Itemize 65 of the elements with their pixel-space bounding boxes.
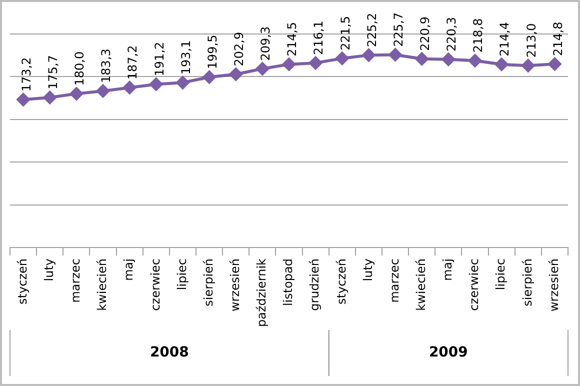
data-label: 216,1: [312, 20, 326, 55]
point: [442, 52, 455, 66]
data-label: 183,3: [99, 48, 114, 83]
point: [309, 56, 322, 70]
data-label: 218,8: [471, 18, 486, 53]
data-label: 214,5: [285, 22, 300, 56]
point: [282, 58, 296, 71]
data-label: 214,8: [550, 22, 565, 56]
x-tick-label: sierpień: [201, 258, 216, 306]
x-tick-label: lipiec: [174, 258, 189, 290]
x-tick-label: czerwiec: [148, 258, 162, 311]
point: [548, 58, 562, 71]
x-tick-label: listopad: [281, 258, 296, 306]
data-label: 180,0: [72, 51, 87, 86]
x-tick-label: luty: [360, 258, 375, 282]
x-tick-label: kwiecień: [95, 258, 110, 311]
point: [362, 48, 376, 62]
data-label: 202,9: [232, 32, 246, 66]
x-tick-label: wrzesień: [546, 258, 561, 312]
point: [256, 62, 269, 76]
x-tick-label: wrzesień: [228, 258, 242, 312]
point: [70, 87, 83, 100]
text: 2008: [150, 344, 189, 361]
point: [522, 59, 535, 72]
point: [468, 54, 482, 68]
x-tick-label: luty: [42, 258, 56, 282]
x-tick-label: czerwiec: [467, 258, 482, 311]
data-label: 220,9: [418, 16, 432, 51]
point: [202, 70, 216, 84]
point: [123, 81, 136, 94]
data-label: 221,5: [338, 16, 352, 50]
data-label: 220,3: [444, 17, 459, 52]
point: [229, 68, 242, 81]
point: [176, 76, 190, 90]
x-tick-label: lipiec: [494, 258, 508, 290]
x-tick-label: marzec: [387, 258, 402, 303]
x-tick-label: styczeń: [334, 258, 348, 304]
x-tick-label: maj: [440, 258, 455, 281]
x-tick-label: styczeń: [15, 258, 30, 304]
x-tick-label: maj: [122, 258, 136, 281]
point: [415, 52, 428, 66]
data-label: 209,3: [258, 26, 273, 61]
point: [96, 84, 110, 98]
data-label: 175,7: [46, 55, 60, 90]
point: [16, 93, 30, 106]
x-tick-label: grudzień: [308, 258, 322, 311]
point: [43, 90, 56, 104]
data-label: 225,2: [364, 12, 379, 48]
point: [150, 78, 163, 91]
data-label: 225,7: [391, 12, 406, 47]
data-label: 193,1: [178, 40, 193, 75]
data-label: 187,2: [126, 45, 140, 80]
data-label: 199,5: [205, 34, 220, 70]
x-tick-label: kwiecień: [414, 258, 428, 311]
x-tick-label: marzec: [68, 258, 83, 303]
point: [388, 48, 402, 62]
data-label: 214,4: [498, 22, 512, 56]
data-label: 173,2: [19, 57, 34, 92]
data-label: 191,2: [152, 42, 166, 76]
point: [495, 58, 508, 71]
x-tick-label: październik: [254, 258, 269, 327]
data-label: 213,0: [524, 23, 538, 58]
x-tick-label: sierpień: [520, 258, 534, 306]
point: [336, 52, 349, 65]
text: 2009: [428, 344, 468, 361]
